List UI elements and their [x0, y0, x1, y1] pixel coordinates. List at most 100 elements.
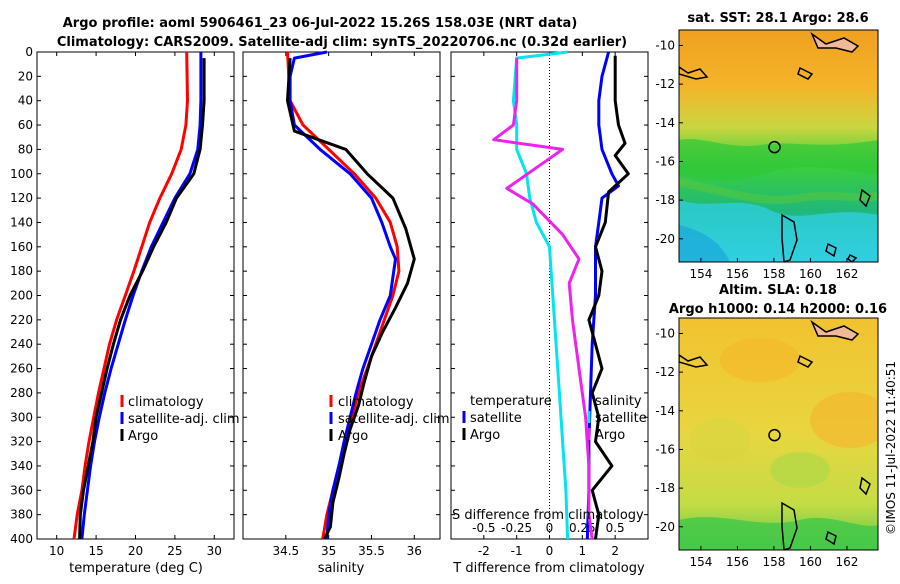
- x-tick-label: 20: [128, 544, 143, 558]
- y-tick-label: 240: [10, 337, 33, 351]
- sst-front: [679, 178, 878, 204]
- lat-tick-label: -14: [655, 404, 675, 418]
- legend-climatology: climatology: [338, 395, 414, 410]
- y-tick-label: 360: [10, 483, 33, 497]
- x-tick-label: 35.5: [358, 544, 385, 558]
- sst-lon-axis: 154 156 158 160 162: [689, 258, 858, 281]
- y-tick-label: 400: [10, 532, 33, 546]
- lon-tick-label: 162: [836, 555, 859, 569]
- temperature-axes-box: [36, 51, 235, 540]
- x-tick-label: 35: [321, 544, 336, 558]
- sst-lat-axis: -10 -12 -14 -16 -18 -20: [655, 38, 683, 246]
- sla-low: [679, 517, 878, 550]
- lat-tick-label: -16: [655, 154, 675, 168]
- legend-s-argo: Argo: [595, 428, 625, 443]
- legend-argo: Argo: [128, 429, 158, 444]
- series-t-argo: [587, 55, 630, 540]
- coastline-new-caledonia: [781, 213, 798, 262]
- t-difference-label: T difference from climatology: [452, 561, 645, 576]
- coastline-new-caledonia: [781, 501, 798, 550]
- series-satellite-adj-clim: [80, 52, 203, 540]
- x-tick-label: 15: [88, 544, 103, 558]
- salinity-x-axis: 34.5 35 35.5 36: [272, 52, 422, 558]
- sla-lat-axis: -10 -12 -14 -16 -18 -20: [655, 326, 683, 534]
- s-tick-label: -0.25: [501, 521, 532, 535]
- argo-location-marker: [768, 428, 781, 442]
- y-tick-label: 260: [10, 362, 33, 376]
- lon-tick-label: 156: [726, 267, 749, 281]
- salinity-series: [286, 50, 416, 540]
- difference-y-ticks: [451, 51, 648, 540]
- lon-tick-label: 154: [689, 267, 712, 281]
- y-tick-label: 20: [18, 69, 33, 83]
- lat-tick-label: -10: [655, 326, 675, 340]
- lat-tick-label: -20: [655, 520, 675, 534]
- difference-series: [492, 50, 630, 540]
- sla-high: [810, 392, 878, 448]
- temperature-series: [72, 51, 206, 540]
- salinity-xlabel: salinity: [318, 561, 365, 576]
- x-tick-label: 25: [167, 544, 182, 558]
- x-tick-label: 30: [207, 544, 222, 558]
- sla-mid: [770, 452, 830, 488]
- salinity-legend: climatology satellite-adj. clim Argo: [329, 395, 450, 444]
- y-tick-label: 320: [10, 435, 33, 449]
- depth-axis: 0 20 40 60 80 100 120 140 160 180 200 220 240 260 280 3…: [10, 45, 234, 546]
- sst-green-band: [679, 138, 878, 181]
- s-difference-label: S difference from climatology: [452, 508, 644, 523]
- s-tick-label: 0: [546, 521, 554, 535]
- lat-tick-label: -18: [655, 481, 675, 495]
- x-tick-label: 34.5: [272, 544, 299, 558]
- lon-tick-label: 158: [762, 555, 785, 569]
- x-tick-label: 10: [49, 544, 64, 558]
- coastline: [797, 354, 814, 368]
- coastline: [825, 530, 837, 546]
- series-s-argo: [492, 58, 594, 540]
- s-tick-label: -0.5: [472, 521, 495, 535]
- series-climatology: [286, 51, 401, 540]
- coastline: [679, 66, 709, 80]
- sst-map-frame: [678, 29, 879, 263]
- series-argo: [286, 58, 416, 540]
- sla-mid: [690, 418, 750, 462]
- sla-map-subtitle: Argo h1000: 0.14 h2000: 0.16: [669, 302, 887, 317]
- sst-map-panel: sat. SST: 28.1 Argo: 28.6 154 156 158 160 16…: [655, 11, 879, 281]
- legend-t-satellite: satellite: [470, 411, 522, 426]
- y-tick-label: 120: [10, 191, 33, 205]
- island-guadalcanal: [810, 31, 860, 53]
- y-tick-label: 140: [10, 215, 33, 229]
- coastline: [847, 253, 858, 262]
- sst-cyan-region: [679, 200, 878, 262]
- lat-tick-label: -12: [655, 77, 675, 91]
- lat-tick-label: -14: [655, 116, 675, 130]
- series-t-satellite: [585, 51, 620, 540]
- lat-tick-label: -20: [655, 232, 675, 246]
- legend-temperature-title: temperature: [470, 394, 552, 409]
- temperature-xlabel: temperature (deg C): [69, 561, 203, 576]
- island-guadalcanal: [810, 319, 860, 341]
- series-s-satellite: [511, 50, 570, 540]
- lat-tick-label: -10: [655, 38, 675, 52]
- x-tick-label: 2: [611, 544, 619, 558]
- sst-blue-patch: [679, 225, 730, 262]
- y-tick-label: 180: [10, 264, 33, 278]
- difference-legend: temperature satellite Argo salinity sate…: [462, 394, 647, 443]
- series-argo: [78, 58, 206, 540]
- y-tick-label: 340: [10, 459, 33, 473]
- y-tick-label: 80: [18, 142, 33, 156]
- argo-location-marker: [768, 140, 781, 154]
- y-tick-label: 100: [10, 167, 33, 181]
- temperature-legend: climatology satellite-adj. clim Argo: [120, 395, 240, 444]
- series-climatology: [72, 51, 189, 540]
- legend-t-argo: Argo: [470, 428, 500, 443]
- lon-tick-label: 154: [689, 555, 712, 569]
- coastline: [797, 66, 814, 80]
- temperature-x-axis: 10 15 20 25 30: [49, 52, 222, 558]
- legend-satellite-adj: satellite-adj. clim: [128, 412, 240, 427]
- x-tick-label: -2: [478, 544, 490, 558]
- y-tick-label: 380: [10, 508, 33, 522]
- lon-tick-label: 160: [799, 555, 822, 569]
- legend-climatology: climatology: [128, 395, 204, 410]
- y-tick-label: 200: [10, 289, 33, 303]
